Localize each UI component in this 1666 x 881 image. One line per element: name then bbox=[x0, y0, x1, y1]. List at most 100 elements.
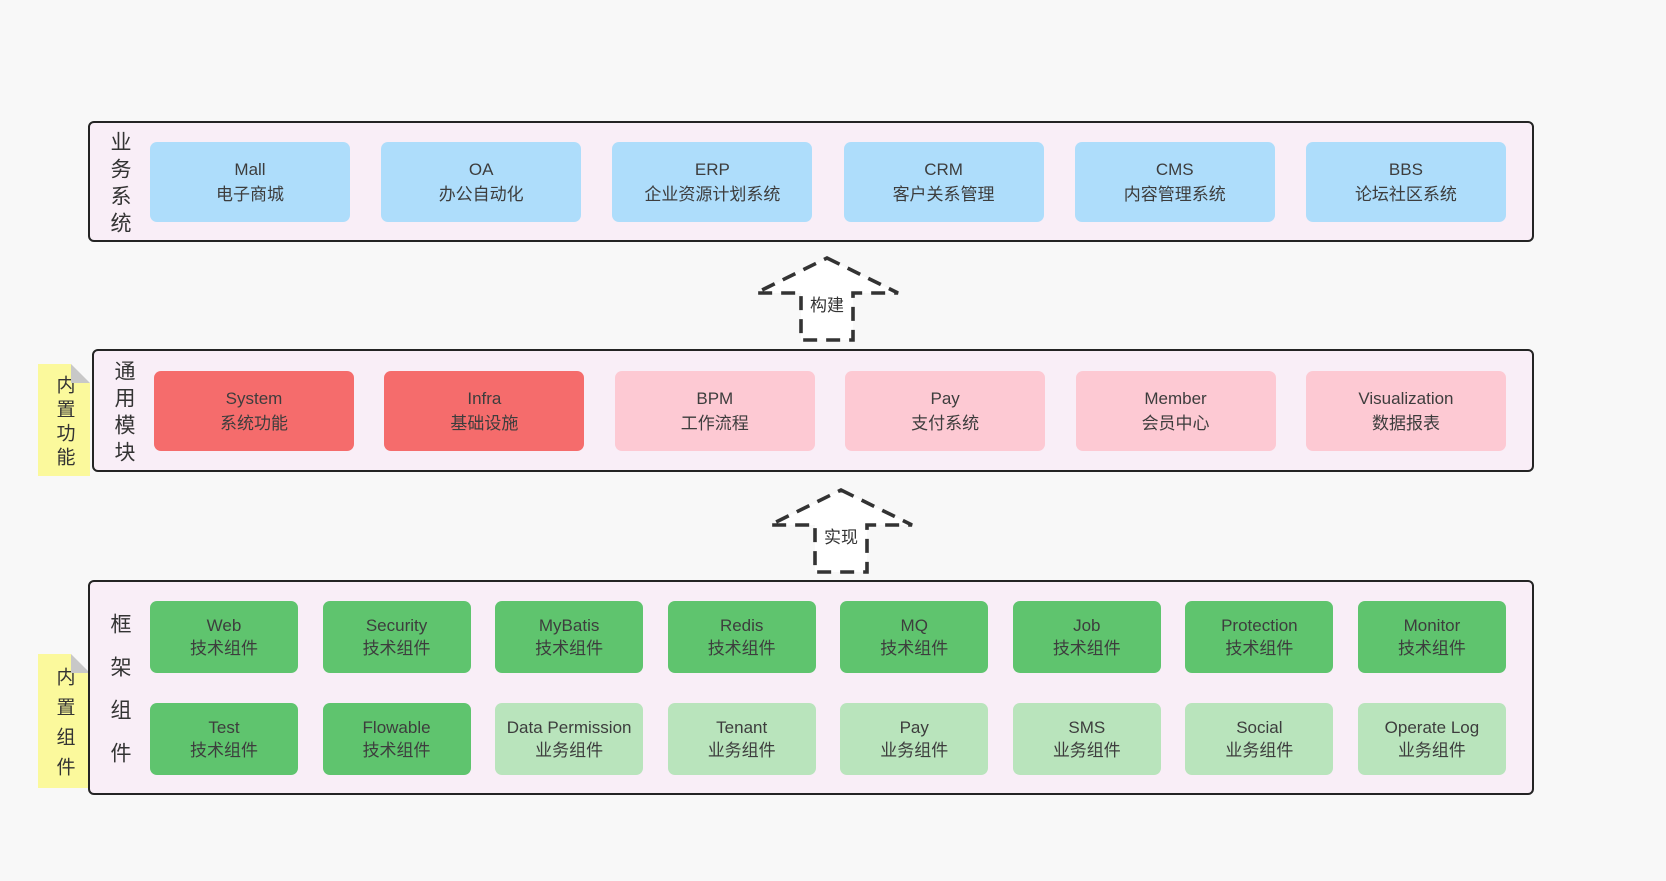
sticky-built-in-components: 内置组件 bbox=[38, 654, 90, 788]
module-boxes: System 系统功能 Infra 基础设施 BPM 工作流程 Pay 支付系统… bbox=[152, 351, 1532, 470]
box-protection: Protection 技术组件 bbox=[1185, 600, 1334, 673]
box-title: Flowable bbox=[362, 717, 431, 737]
box-subtitle: 技术组件 bbox=[1397, 638, 1466, 658]
box-title: Member bbox=[1144, 388, 1207, 408]
box-title: Pay bbox=[899, 717, 929, 737]
box-subtitle: 技术组件 bbox=[190, 740, 258, 760]
box-subtitle: 论坛社区系统 bbox=[1354, 184, 1457, 204]
component-row-2: Test 技术组件 Flowable 技术组件 Data Permission … bbox=[150, 702, 1506, 775]
box-subtitle: 内容管理系统 bbox=[1123, 184, 1226, 204]
box-title: Protection bbox=[1221, 615, 1298, 635]
box-subtitle: 企业资源计划系统 bbox=[644, 184, 781, 204]
box-cms: CMS 内容管理系统 bbox=[1074, 141, 1275, 222]
box-title: Social bbox=[1236, 717, 1283, 737]
box-web: Web 技术组件 bbox=[150, 600, 298, 673]
implement-arrow-icon: 实现 bbox=[766, 487, 916, 575]
box-subtitle: 业务组件 bbox=[535, 740, 604, 760]
box-title: ERP bbox=[694, 159, 730, 179]
box-system: System 系统功能 bbox=[154, 370, 354, 451]
box-title: Monitor bbox=[1403, 615, 1461, 635]
panel-modules-label: 通用模块 bbox=[112, 359, 135, 468]
box-visualization: Visualization 数据报表 bbox=[1305, 370, 1506, 451]
box-subtitle: 办公自动化 bbox=[438, 184, 524, 204]
box-tenant: Tenant 业务组件 bbox=[667, 702, 816, 775]
box-title: Pay bbox=[930, 388, 960, 408]
box-title: BPM bbox=[696, 388, 734, 408]
panel-framework-components: 框架组件 Web 技术组件 Security 技术组件 MyBatis 技术组件… bbox=[88, 580, 1534, 795]
box-data-permission: Data Permission 业务组件 bbox=[495, 702, 644, 775]
box-title: Infra bbox=[467, 388, 502, 408]
box-subtitle: 业务组件 bbox=[1225, 740, 1294, 760]
box-subtitle: 技术组件 bbox=[362, 638, 431, 658]
box-subtitle: 基础设施 bbox=[450, 413, 519, 433]
box-subtitle: 工作流程 bbox=[680, 413, 749, 433]
box-job: Job 技术组件 bbox=[1012, 600, 1161, 673]
box-pay-module: Pay 支付系统 bbox=[845, 370, 1046, 451]
box-sms: SMS 业务组件 bbox=[1012, 702, 1161, 775]
box-subtitle: 业务组件 bbox=[880, 740, 949, 760]
box-operate-log: Operate Log 业务组件 bbox=[1357, 702, 1506, 775]
box-title: Mall bbox=[234, 159, 266, 179]
box-subtitle: 技术组件 bbox=[1052, 638, 1121, 658]
component-row-1: Web 技术组件 Security 技术组件 MyBatis 技术组件 Redi… bbox=[150, 600, 1506, 673]
panel-components-label: 框架组件 bbox=[108, 612, 131, 785]
box-title: Data Permission bbox=[506, 717, 632, 737]
box-title: Security bbox=[365, 615, 428, 635]
box-social: Social 业务组件 bbox=[1185, 702, 1334, 775]
box-test: Test 技术组件 bbox=[150, 702, 298, 775]
box-subtitle: 技术组件 bbox=[362, 740, 431, 760]
build-arrow-icon: 构建 bbox=[752, 255, 902, 343]
box-subtitle: 业务组件 bbox=[1052, 740, 1121, 760]
panel-common-modules: 通用模块 System 系统功能 Infra 基础设施 BPM 工作流程 Pay… bbox=[92, 349, 1534, 472]
box-erp: ERP 企业资源计划系统 bbox=[612, 141, 813, 222]
box-mybatis: MyBatis 技术组件 bbox=[495, 600, 644, 673]
box-subtitle: 支付系统 bbox=[911, 413, 980, 433]
box-title: Tenant bbox=[716, 717, 768, 737]
box-title: System bbox=[225, 388, 283, 408]
box-title: CRM bbox=[924, 159, 963, 179]
box-subtitle: 数据报表 bbox=[1371, 413, 1440, 433]
box-crm: CRM 客户关系管理 bbox=[843, 141, 1044, 222]
panel-business-label: 业务系统 bbox=[108, 130, 131, 239]
box-title: Visualization bbox=[1358, 388, 1454, 408]
box-mall: Mall 电子商城 bbox=[150, 141, 350, 222]
box-title: SMS bbox=[1068, 717, 1106, 737]
build-arrow-label: 构建 bbox=[806, 291, 848, 316]
box-subtitle: 业务组件 bbox=[1397, 740, 1466, 760]
box-monitor: Monitor 技术组件 bbox=[1357, 600, 1506, 673]
box-redis: Redis 技术组件 bbox=[667, 600, 816, 673]
box-member: Member 会员中心 bbox=[1075, 370, 1276, 451]
box-title: MQ bbox=[900, 615, 928, 635]
box-title: OA bbox=[468, 159, 494, 179]
box-title: Job bbox=[1073, 615, 1101, 635]
box-title: Web bbox=[206, 615, 242, 635]
box-security: Security 技术组件 bbox=[322, 600, 471, 673]
box-infra: Infra 基础设施 bbox=[384, 370, 585, 451]
box-title: Operate Log bbox=[1384, 717, 1480, 737]
box-subtitle: 技术组件 bbox=[880, 638, 949, 658]
box-title: Redis bbox=[719, 615, 764, 635]
box-title: BBS bbox=[1388, 159, 1423, 179]
box-subtitle: 系统功能 bbox=[220, 413, 288, 433]
box-subtitle: 技术组件 bbox=[1225, 638, 1294, 658]
implement-arrow-label: 实现 bbox=[820, 523, 862, 548]
box-subtitle: 电子商城 bbox=[216, 184, 284, 204]
box-subtitle: 技术组件 bbox=[190, 638, 258, 658]
box-subtitle: 技术组件 bbox=[707, 638, 776, 658]
box-flowable: Flowable 技术组件 bbox=[322, 702, 471, 775]
box-bpm: BPM 工作流程 bbox=[614, 370, 815, 451]
box-subtitle: 业务组件 bbox=[707, 740, 776, 760]
box-subtitle: 会员中心 bbox=[1141, 413, 1210, 433]
box-subtitle: 技术组件 bbox=[535, 638, 604, 658]
box-bbs: BBS 论坛社区系统 bbox=[1305, 141, 1506, 222]
box-oa: OA 办公自动化 bbox=[381, 141, 582, 222]
panel-business-systems: 业务系统 Mall 电子商城 OA 办公自动化 ERP 企业资源计划系统 CRM… bbox=[88, 121, 1534, 242]
box-title: MyBatis bbox=[538, 615, 600, 635]
box-mq: MQ 技术组件 bbox=[840, 600, 989, 673]
component-rows: Web 技术组件 Security 技术组件 MyBatis 技术组件 Redi… bbox=[148, 582, 1532, 793]
box-subtitle: 客户关系管理 bbox=[892, 184, 995, 204]
sticky-built-in-features: 内置功能 bbox=[38, 364, 90, 476]
box-title: Test bbox=[208, 717, 240, 737]
box-title: CMS bbox=[1155, 159, 1194, 179]
